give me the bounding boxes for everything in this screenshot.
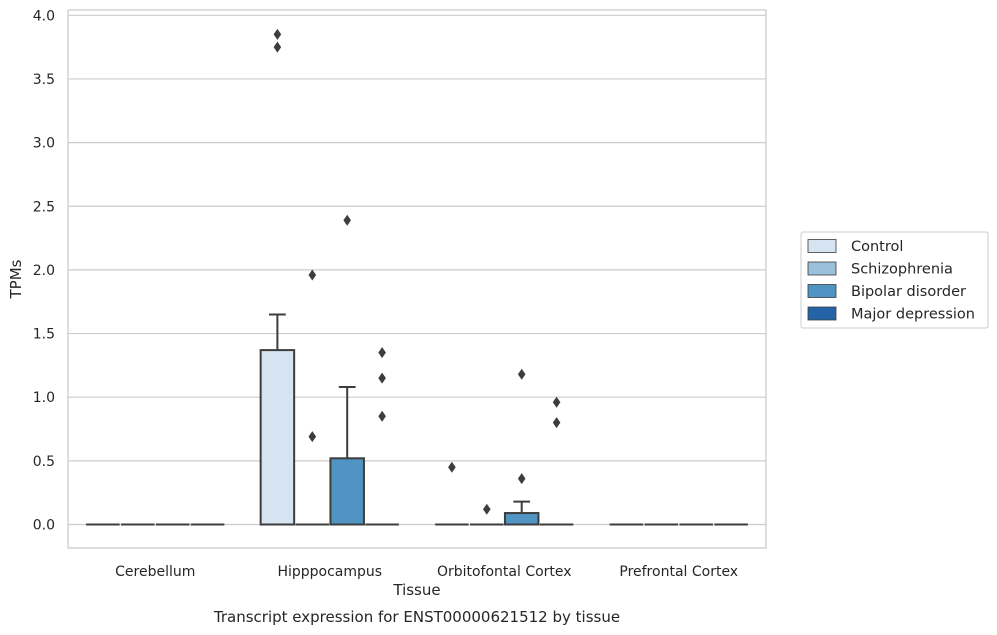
legend-label: Schizophrenia xyxy=(851,262,953,278)
x-tick-labels: Cerebellum Hipppocampus Orbitofontal Corte… xyxy=(115,564,738,580)
outlier-point xyxy=(483,503,491,515)
y-tick-label: 2.5 xyxy=(33,199,55,215)
y-tick-label: 1.0 xyxy=(33,390,55,406)
outlier-point xyxy=(378,410,386,422)
legend-label: Bipolar disorder xyxy=(851,284,966,300)
y-tick-label: 2.0 xyxy=(33,263,55,279)
legend: Control Schizophrenia Bipolar disorder Majo… xyxy=(800,231,989,329)
outlier-point xyxy=(378,347,386,359)
legend-swatch xyxy=(807,284,837,298)
outlier-point xyxy=(343,214,351,226)
outlier-point xyxy=(517,473,526,485)
y-axis-title: TPMs xyxy=(7,259,25,299)
y-tick-label: 3.0 xyxy=(33,136,55,152)
x-axis-title: Tissue xyxy=(392,581,440,599)
x-tick-label: Cerebellum xyxy=(115,564,195,580)
y-tick-label: 1.5 xyxy=(33,327,55,343)
outlier-point xyxy=(378,372,386,384)
outlier-point xyxy=(273,41,282,53)
box-body xyxy=(329,457,365,526)
outliers xyxy=(273,28,561,515)
outlier-point xyxy=(308,269,317,281)
box-body xyxy=(503,512,540,526)
boxes xyxy=(86,313,748,526)
outlier-point xyxy=(308,431,317,443)
outlier-point xyxy=(517,368,526,380)
y-tick-label: 0.0 xyxy=(33,518,55,534)
legend-frame xyxy=(800,231,989,329)
legend-label: Control xyxy=(851,239,903,255)
gridlines xyxy=(68,14,766,526)
plot-frame xyxy=(67,9,767,549)
y-tick-label: 3.5 xyxy=(33,72,55,88)
box-control xyxy=(259,313,296,526)
outlier-point xyxy=(448,461,456,473)
y-tick-label: 4.0 xyxy=(33,8,55,24)
chart-title: Transcript expression for ENST0000062151… xyxy=(213,608,620,626)
y-tick-label: 0.5 xyxy=(33,454,55,470)
box-body xyxy=(259,349,296,526)
legend-swatch xyxy=(807,261,837,276)
legend-label: Major depression xyxy=(851,307,975,323)
outlier-point xyxy=(552,417,561,429)
y-tick-labels: 0.0 0.5 1.0 1.5 2.0 2.5 3.0 3.5 4.0 xyxy=(33,8,55,533)
outlier-point xyxy=(273,28,282,40)
x-tick-label: Hipppocampus xyxy=(277,564,382,580)
box-bipolar-disorder xyxy=(329,386,365,526)
legend-swatch xyxy=(807,306,837,321)
legend-swatch xyxy=(807,239,837,253)
outlier-point xyxy=(552,396,561,408)
x-tick-label: Prefrontal Cortex xyxy=(619,564,738,580)
x-tick-label: Orbitofontal Cortex xyxy=(437,564,572,580)
box-bipolar-disorder xyxy=(503,500,540,526)
